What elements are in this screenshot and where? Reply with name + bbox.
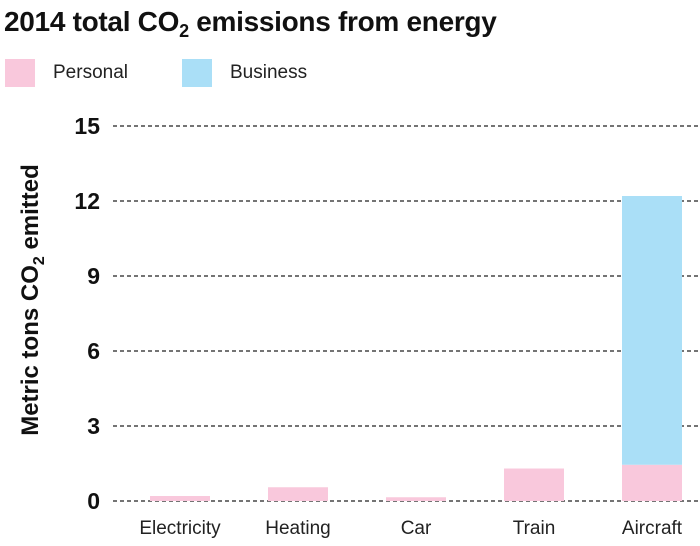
legend-swatch-personal <box>5 59 35 87</box>
x-tick-labels: Electricity Heating Car Train Aircraft <box>139 518 682 539</box>
y-tick-label: 3 <box>87 413 100 439</box>
bar-personal-heating <box>268 487 328 501</box>
y-axis-label: Metric tons CO2 emitted <box>17 164 48 436</box>
y-tick-label: 15 <box>74 113 100 139</box>
chart-title: 2014 total CO2 emissions from energy <box>4 6 497 42</box>
grid-lines <box>113 125 698 502</box>
x-tick-label: Electricity <box>139 518 221 539</box>
title-subscript: 2 <box>179 21 189 41</box>
y-tick-label: 12 <box>74 188 100 214</box>
bar-personal-electricity <box>150 496 210 501</box>
x-tick-label: Aircraft <box>622 518 683 539</box>
legend-label-personal: Personal <box>53 62 128 83</box>
legend-label-business: Business <box>230 62 308 83</box>
x-tick-label: Heating <box>265 518 331 539</box>
title-text: 2014 total CO <box>4 6 180 37</box>
y-tick-labels: 0 3 6 9 12 15 <box>74 113 100 514</box>
y-tick-label: 0 <box>87 488 100 514</box>
bar-business-aircraft <box>622 196 682 465</box>
legend-item-business: Business <box>182 58 307 88</box>
x-tick-label: Car <box>401 518 432 539</box>
bar-personal-car <box>386 497 446 501</box>
y-tick-label: 9 <box>87 263 100 289</box>
bar-personal-train <box>504 468 564 501</box>
bar-personal-aircraft <box>622 464 682 501</box>
title-text-suffix: emissions from energy <box>188 6 497 37</box>
legend-swatch-business <box>182 59 212 87</box>
y-tick-label: 6 <box>87 338 100 364</box>
legend-item-personal: Personal <box>5 58 128 88</box>
bars <box>150 196 682 501</box>
x-tick-label: Train <box>513 518 556 539</box>
